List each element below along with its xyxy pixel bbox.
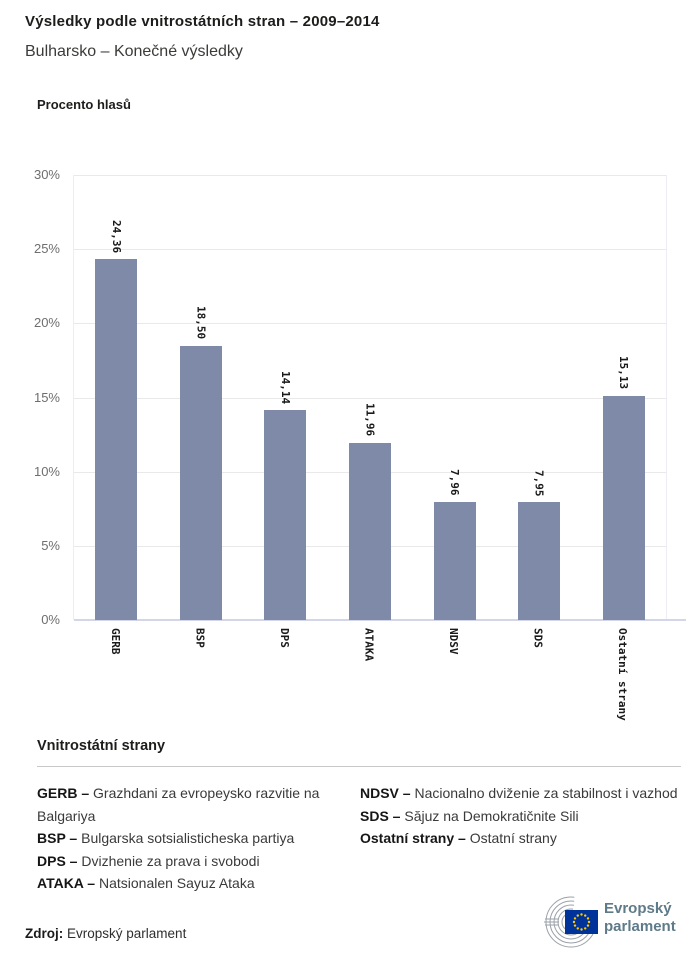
legend-item-desc: Dvizhenie za prava i svobodi [81,852,260,869]
legend-item-abbr: ATAKA – [37,875,99,891]
gridline [74,249,666,251]
y-tick-label: 25% [33,241,60,257]
x-category-label-wrap: NDSV [433,628,475,655]
bar-value-label: 24,36 [109,219,123,253]
bar-value-label-wrap: 7,95 [518,470,560,497]
legend-item: DPS – Dvizhenie za prava i svobodi [37,850,335,873]
page-title: Výsledky podle vnitrostátních stran – 20… [25,13,380,30]
x-category-label: DPS [277,628,291,648]
legend-item-desc: Bulgarska sotsialisticheska partiya [81,830,295,846]
bar-sds [518,502,561,620]
legend-item: BSP – Bulgarska sotsialisticheska partiy… [37,827,335,850]
x-category-label: SDS [531,628,545,648]
y-axis-tick-labels: 30% 25% 20% 15% 10% 5% 0% [0,167,60,627]
bar-value-label-wrap: 24,36 [95,220,137,253]
legend-item-abbr: BSP – [37,830,82,846]
legend-column-right: NDSV – Nacionalno dviženie za stabilnost… [360,782,682,850]
ep-logo-text: Evropský parlament [604,900,676,935]
source-label: Zdroj: [25,926,64,941]
european-parliament-logo: Evropský parlament [525,891,695,951]
y-tick-label: 10% [33,463,60,479]
x-category-label: Ostatní strany [616,628,630,721]
gridline [74,323,666,325]
y-tick-label: 20% [33,315,60,331]
x-category-label-wrap: GERB [94,628,136,655]
legend-item: NDSV – Nacionalno dviženie za stabilnost… [360,782,682,805]
bar-ataka [349,442,391,620]
bar-value-label: 7,96 [448,469,462,496]
legend-item-abbr: NDSV – [360,785,415,801]
legend-item: ATAKA – Natsionalen Sayuz Ataka [37,872,335,895]
x-category-label: ATAKA [362,628,376,662]
x-category-label-wrap: DPS [263,628,305,648]
bar-value-label: 15,13 [617,356,631,390]
bar-value-label-wrap: 18,50 [180,306,222,339]
y-tick-label: 15% [33,389,60,405]
x-axis-line [74,619,686,621]
legend-item-desc: Săjuz na Demokratičnite Sili [404,807,579,824]
bar-ndsv [433,501,476,620]
y-tick-label: 5% [41,537,60,553]
legend-item-desc: Grazhdani za evropeysko razvitie na Balg… [37,785,320,824]
bar-value-label: 18,50 [194,306,208,340]
x-category-label: NDSV [447,628,461,655]
y-tick-label: 0% [41,612,60,627]
legend-item-abbr: GERB – [37,785,94,801]
legend-item: GERB – Grazhdani za evropeysko razvitie … [37,782,335,827]
x-category-label-wrap: ATAKA [348,628,390,661]
eu-flag-stars [572,913,591,931]
legend-heading: Vnitrostátní strany [37,738,166,754]
x-category-label-wrap: Ostatní strany [602,628,644,721]
gridline [74,397,666,399]
legend-item: Ostatní strany – Ostatní strany [360,827,682,850]
bar-value-label-wrap: 7,96 [434,469,476,496]
y-tick-label: 30% [33,167,60,182]
page-subtitle: Bulharsko – Konečné výsledky [25,43,243,60]
legend-item-abbr: SDS – [360,807,405,824]
legend-divider [37,766,681,767]
bar-value-label-wrap: 14,14 [264,371,306,404]
ep-hemicycle-icon [544,896,598,948]
bar-value-label-wrap: 15,13 [603,356,645,389]
bar-value-label: 11,96 [363,403,377,437]
legend-column-left: GERB – Grazhdani za evropeysko razvitie … [37,782,335,895]
x-category-label-wrap: BSP [179,628,221,648]
legend-item-desc: Natsionalen Sayuz Ataka [98,875,255,891]
bar-bsp [179,345,222,620]
bar-value-label-wrap: 11,96 [349,403,391,436]
legend-item-desc: Ostatní strany [469,830,557,846]
bar-value-label: 14,14 [278,371,292,405]
x-category-label: GERB [108,628,122,655]
bar-ostatní-strany [602,395,645,620]
x-category-label: BSP [193,628,207,648]
x-axis-category-labels: GERB BSP DPS ATAKA NDSV SDS Ostatní strany [73,628,665,723]
legend-item-abbr: Ostatní strany – [360,830,470,846]
legend-item: SDS – Săjuz na Demokratičnite Sili [360,805,682,828]
source-value: Evropský parlament [67,926,187,941]
bar-gerb [95,258,138,620]
x-category-label-wrap: SDS [517,628,559,648]
bar-value-label: 7,95 [532,469,546,497]
legend-item-abbr: DPS – [37,852,82,869]
y-axis-title: Procento hlasů [37,97,131,112]
gridline [74,175,666,176]
bar-dps [264,410,307,620]
source-note: Zdroj: Evropský parlament [25,926,186,941]
legend-item-desc: Nacionalno dviženie za stabilnost i vazh… [414,785,678,801]
plot-area: 24,36 18,50 14,14 11,96 7,96 7,95 15,13 [73,175,686,621]
